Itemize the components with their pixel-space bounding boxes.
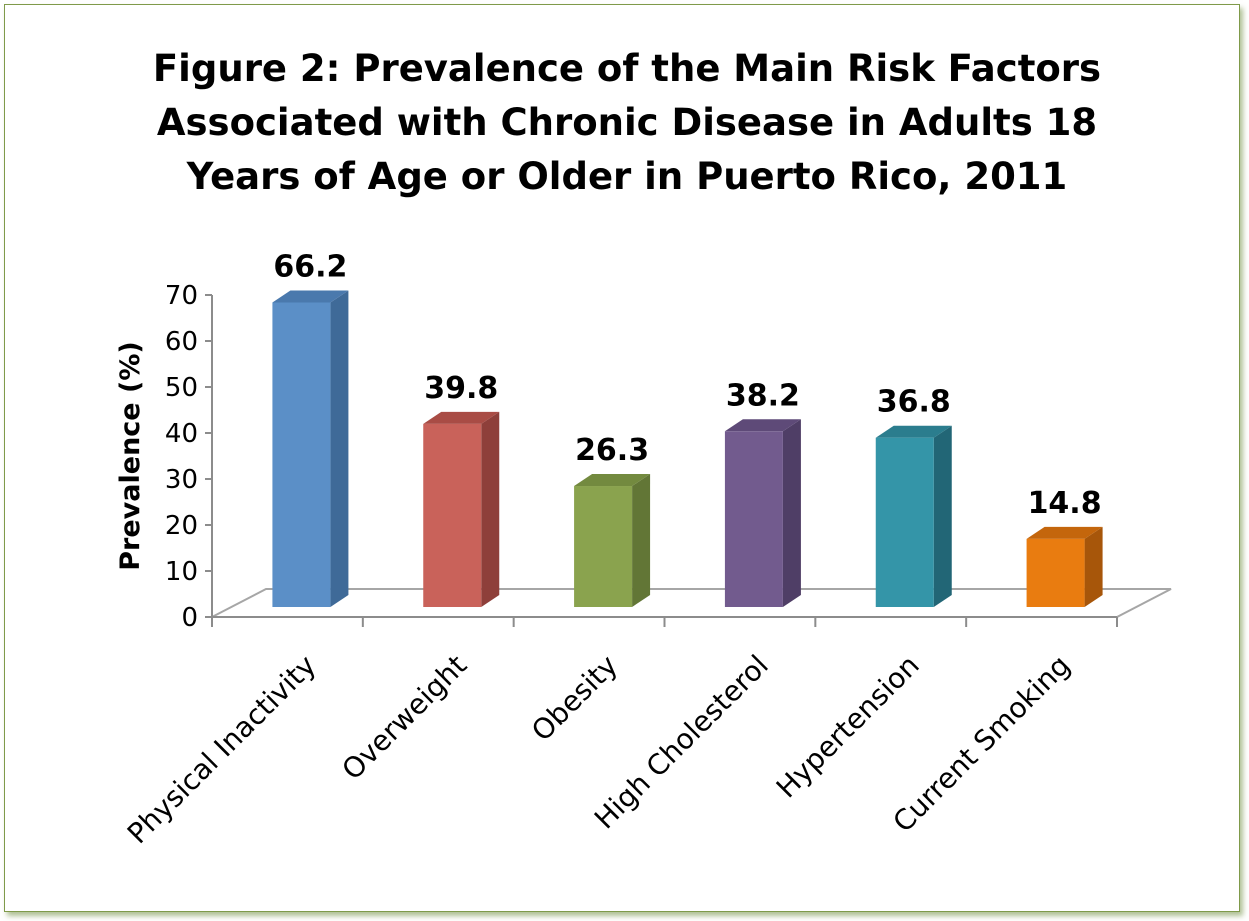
chart-frame: Figure 2: Prevalence of the Main Risk Fa… <box>4 4 1240 912</box>
x-axis: Physical Inactivity Overweight ObesityHigh… <box>121 616 1118 851</box>
bar-top-face <box>1026 526 1103 539</box>
bar-front-face <box>272 302 331 607</box>
y-tick-label: 10 <box>165 557 198 587</box>
bar-physical-inactivity <box>272 290 349 607</box>
y-tick-label: 30 <box>165 465 198 495</box>
x-category-label: Overweight <box>335 649 473 787</box>
bar-chart: Figure 2: Prevalence of the Main Risk Fa… <box>115 47 1172 851</box>
bar-hypertension <box>875 425 952 607</box>
bar-top-face <box>574 474 651 487</box>
x-category-label: Hypertension <box>770 649 926 805</box>
bar-side-face <box>1084 526 1103 607</box>
data-label: 26.3 <box>575 433 649 468</box>
chart-title: Figure 2: Prevalence of the Main Risk Fa… <box>153 47 1101 198</box>
y-tick-label: 0 <box>181 603 198 633</box>
y-tick-label: 70 <box>165 281 198 311</box>
bar-top-face <box>724 419 801 432</box>
bar-front-face <box>724 431 783 607</box>
bar-side-face <box>632 474 651 607</box>
bar-front-face <box>574 486 633 607</box>
bar-high-cholesterol <box>724 419 801 607</box>
chart-title-line-3: Years of Age or Older in Puerto Rico, 20… <box>186 155 1068 198</box>
chart-title-line-1: Figure 2: Prevalence of the Main Risk Fa… <box>153 47 1101 90</box>
chart-title-line-2: Associated with Chronic Disease in Adult… <box>157 101 1097 144</box>
y-tick-label: 20 <box>165 511 198 541</box>
y-axis: 0 10 20 30 40 50 60 70 <box>165 281 213 633</box>
data-label: 39.8 <box>424 371 498 406</box>
bar-side-face <box>782 419 801 607</box>
bars <box>272 290 1103 607</box>
bar-top-face <box>272 290 349 303</box>
y-tick-label: 40 <box>165 419 198 449</box>
bar-current-smoking <box>1026 526 1103 607</box>
bar-obesity <box>574 474 651 607</box>
bar-front-face <box>1026 538 1085 607</box>
x-category-label: Obesity <box>525 649 624 748</box>
data-labels: 66.2 39.8 26.3 38.2 36.8 14.8 <box>273 249 1101 520</box>
bar-side-face <box>933 425 952 607</box>
bar-top-face <box>875 425 952 438</box>
bar-side-face <box>481 411 500 607</box>
bar-front-face <box>875 437 934 607</box>
bar-top-face <box>423 411 500 424</box>
data-label: 14.8 <box>1028 486 1102 521</box>
data-label: 66.2 <box>273 249 347 284</box>
data-label: 38.2 <box>726 378 800 413</box>
y-tick-label: 60 <box>165 327 198 357</box>
x-category-label: Physical Inactivity <box>121 649 323 851</box>
bar-side-face <box>330 290 349 607</box>
bar-overweight <box>423 411 500 607</box>
data-label: 36.8 <box>877 385 951 420</box>
bar-front-face <box>423 423 482 607</box>
y-tick-label: 50 <box>165 373 198 403</box>
y-axis-title: Prevalence (%) <box>115 341 146 570</box>
